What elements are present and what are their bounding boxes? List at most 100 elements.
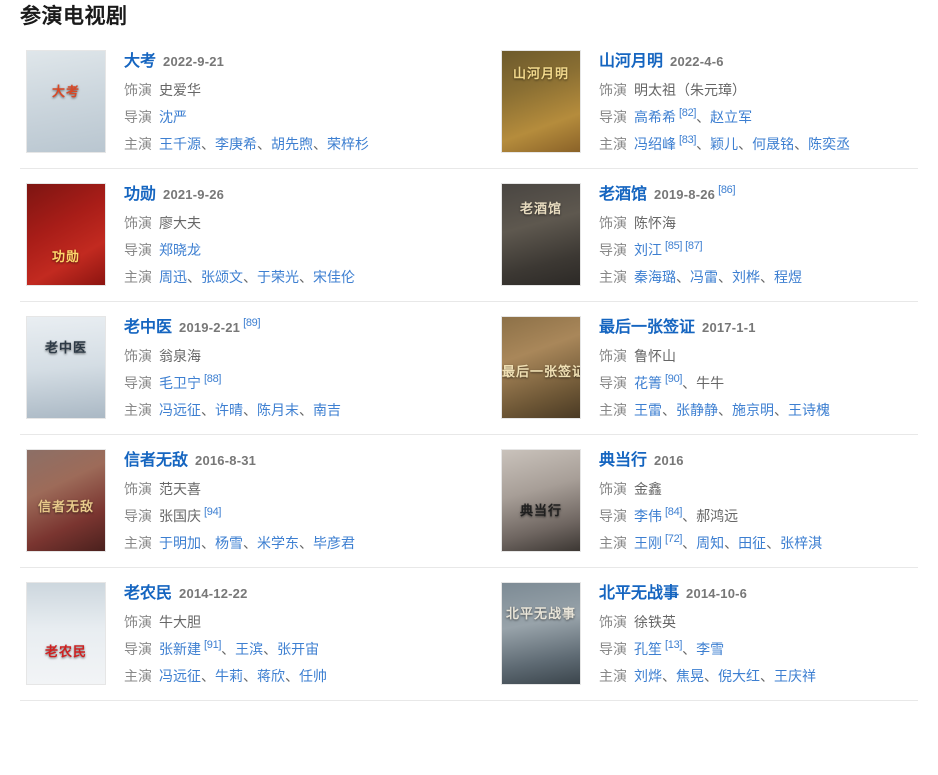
- directors-name[interactable]: 沈严: [159, 109, 187, 125]
- work-poster-thumbnail[interactable]: 最后一张签证: [501, 316, 581, 419]
- work-role-line: 饰演 陈怀海: [599, 210, 918, 237]
- starring-name[interactable]: 施京明: [732, 402, 774, 418]
- work-poster-thumbnail[interactable]: 信者无敌: [26, 449, 106, 552]
- reference-link[interactable]: [85]: [665, 240, 683, 253]
- directors-name[interactable]: 张新建: [159, 641, 201, 657]
- directors-name[interactable]: 孔笙: [634, 641, 662, 657]
- reference-link[interactable]: [88]: [204, 373, 222, 386]
- reference-link[interactable]: [72]: [665, 533, 683, 546]
- starring-name[interactable]: 于明加: [159, 535, 201, 551]
- reference-link[interactable]: [91]: [204, 639, 222, 652]
- starring-name[interactable]: 秦海璐: [634, 269, 676, 285]
- work-poster-thumbnail[interactable]: 功勋: [26, 183, 106, 286]
- directors-name[interactable]: 高希希: [634, 109, 676, 125]
- starring-name[interactable]: 陈奕丞: [808, 136, 851, 152]
- starring-name[interactable]: 焦晃: [676, 668, 704, 684]
- work-poster-thumbnail[interactable]: 老农民: [26, 582, 106, 685]
- starring-name[interactable]: 冯远征: [159, 668, 201, 684]
- work-poster-thumbnail[interactable]: 山河月明: [501, 50, 581, 153]
- work-title-link[interactable]: 功勋: [124, 186, 157, 203]
- starring-name[interactable]: 毕彦君: [313, 535, 355, 551]
- tv-works-grid: 大考 大考 2022-9-21 饰演 史爱华 导演 沈严 主演 王千源、李庚希、胡先煦、…: [0, 36, 938, 701]
- work-poster-thumbnail[interactable]: 大考: [26, 50, 106, 153]
- role-value: 范天喜: [159, 481, 201, 497]
- work-info: 信者无敌 2016-8-31 饰演 范天喜 导演 张国庆 [94] 主演 于明加、杨雪、米…: [106, 447, 469, 557]
- starring-name[interactable]: 王诗槐: [788, 402, 830, 418]
- work-title-link[interactable]: 山河月明: [599, 53, 664, 70]
- reference-link[interactable]: [94]: [204, 506, 222, 519]
- starring-name[interactable]: 宋佳伦: [313, 269, 355, 285]
- starring-name[interactable]: 任帅: [299, 668, 327, 684]
- starring-name[interactable]: 胡先煦: [271, 136, 313, 152]
- directors-name[interactable]: 毛卫宁: [159, 375, 201, 391]
- starring-name[interactable]: 蒋欣: [257, 668, 285, 684]
- starring-name[interactable]: 王千源: [159, 136, 201, 152]
- work-release-date: 2019-8-26: [654, 187, 716, 202]
- name-separator: 、: [313, 136, 327, 152]
- starring-name[interactable]: 刘桦: [732, 269, 760, 285]
- starring-name[interactable]: 于荣光: [257, 269, 299, 285]
- work-title-link[interactable]: 信者无敌: [124, 452, 189, 469]
- poster-title-text: 老中医: [44, 340, 87, 355]
- reference-link[interactable]: [82]: [679, 107, 697, 120]
- work-info: 老农民 2014-12-22 饰演 牛大胆 导演 张新建 [91]、王滨、张开宙 主演冯…: [106, 580, 469, 690]
- starring-name[interactable]: 李庚希: [215, 136, 257, 152]
- starring-name[interactable]: 程煜: [774, 269, 802, 285]
- starring-name[interactable]: 周迅: [159, 269, 187, 285]
- starring-name[interactable]: 王刚: [634, 535, 662, 551]
- role-label: 饰演: [124, 614, 152, 630]
- role-label: 饰演: [124, 215, 152, 231]
- work-title-link[interactable]: 北平无战事: [599, 585, 680, 602]
- starring-name[interactable]: 米学东: [257, 535, 299, 551]
- starring-name[interactable]: 张颂文: [201, 269, 243, 285]
- starring-name[interactable]: 许晴: [215, 402, 243, 418]
- reference-link[interactable]: [89]: [243, 317, 261, 330]
- starring-name[interactable]: 倪大红: [718, 668, 760, 684]
- reference-link[interactable]: [83]: [679, 134, 697, 147]
- starring-name[interactable]: 刘烨: [634, 668, 662, 684]
- work-title-link[interactable]: 老农民: [124, 585, 173, 602]
- work-poster-thumbnail[interactable]: 北平无战事: [501, 582, 581, 685]
- starring-name[interactable]: 牛莉: [215, 668, 243, 684]
- reference-link[interactable]: [90]: [665, 373, 683, 386]
- work-title-link[interactable]: 大考: [124, 53, 157, 70]
- work-poster-thumbnail[interactable]: 老酒馆: [501, 183, 581, 286]
- starring-name[interactable]: 南吉: [313, 402, 341, 418]
- starring-name[interactable]: 何晟铭: [752, 136, 795, 152]
- reference-link[interactable]: [86]: [718, 184, 736, 197]
- starring-name[interactable]: 周知: [696, 535, 725, 551]
- name-separator: 、: [243, 535, 257, 551]
- name-separator: 、: [696, 136, 711, 152]
- starring-name[interactable]: 田征: [738, 535, 767, 551]
- reference-link[interactable]: [87]: [685, 240, 703, 253]
- starring-name[interactable]: 冯远征: [159, 402, 201, 418]
- directors-name[interactable]: 张开宙: [277, 641, 320, 657]
- starring-name[interactable]: 王庆祥: [774, 668, 816, 684]
- starring-name[interactable]: 张梓淇: [780, 535, 823, 551]
- starring-name[interactable]: 杨雪: [215, 535, 243, 551]
- work-poster-thumbnail[interactable]: 老中医: [26, 316, 106, 419]
- directors-name[interactable]: 李伟: [634, 508, 662, 524]
- name-separator: 、: [263, 641, 278, 657]
- work-title-link[interactable]: 老酒馆: [599, 186, 648, 203]
- starring-name[interactable]: 冯雷: [690, 269, 718, 285]
- reference-link[interactable]: [84]: [665, 506, 683, 519]
- directors-name[interactable]: 花箐: [634, 375, 662, 391]
- work-poster-thumbnail[interactable]: 典当行: [501, 449, 581, 552]
- starring-name[interactable]: 王雷: [634, 402, 662, 418]
- tv-work-item: 大考 大考 2022-9-21 饰演 史爱华 导演 沈严 主演 王千源、李庚希、胡先煦、…: [20, 36, 469, 168]
- starring-name[interactable]: 颖儿: [710, 136, 739, 152]
- directors-name[interactable]: 王滨: [235, 641, 264, 657]
- work-title-link[interactable]: 最后一张签证: [599, 319, 696, 336]
- work-title-link[interactable]: 老中医: [124, 319, 173, 336]
- directors-name[interactable]: 赵立军: [710, 109, 753, 125]
- starring-name[interactable]: 陈月末: [257, 402, 299, 418]
- starring-name[interactable]: 张静静: [676, 402, 718, 418]
- directors-name[interactable]: 刘江: [634, 242, 662, 258]
- starring-name[interactable]: 荣梓杉: [327, 136, 369, 152]
- starring-name[interactable]: 冯绍峰: [634, 136, 676, 152]
- work-title-link[interactable]: 典当行: [599, 452, 648, 469]
- directors-name[interactable]: 郑晓龙: [159, 242, 201, 258]
- reference-link[interactable]: [13]: [665, 639, 683, 652]
- directors-name[interactable]: 李雪: [696, 641, 725, 657]
